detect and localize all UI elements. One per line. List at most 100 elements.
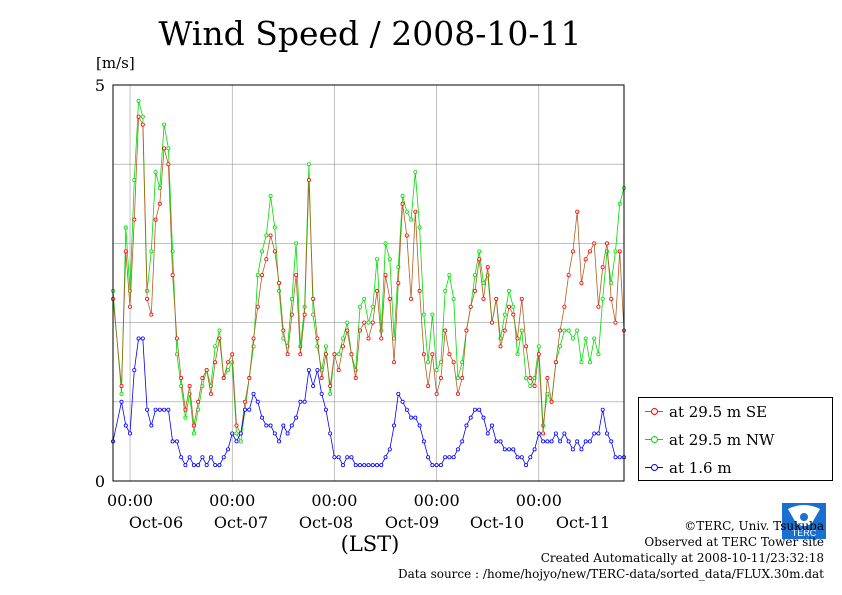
data-point xyxy=(336,368,341,373)
data-point xyxy=(149,312,154,317)
data-point xyxy=(587,249,592,254)
data-point xyxy=(426,383,431,388)
observed-text: Observed at TERC Tower site xyxy=(644,535,824,549)
data-point xyxy=(234,431,239,436)
data-point xyxy=(383,455,388,460)
data-point xyxy=(481,296,486,301)
data-point xyxy=(515,336,520,341)
data-point xyxy=(204,368,209,373)
data-point xyxy=(426,360,431,365)
data-point xyxy=(357,328,362,333)
data-point xyxy=(528,383,533,388)
data-point xyxy=(545,376,550,381)
data-point xyxy=(617,201,622,206)
data-point xyxy=(191,463,196,468)
data-point xyxy=(225,368,230,373)
data-point xyxy=(187,455,192,460)
data-point xyxy=(477,249,482,254)
data-point xyxy=(272,431,277,436)
data-point xyxy=(272,249,277,254)
data-point xyxy=(251,391,256,396)
legend: at 29.5 m SE at 29.5 m NW at 1.6 m xyxy=(638,397,833,481)
data-point xyxy=(260,415,265,420)
data-point xyxy=(570,249,575,254)
data-point xyxy=(140,114,145,119)
x-tick-time-label: 00:00 xyxy=(414,491,460,510)
data-point xyxy=(119,391,124,396)
data-point xyxy=(149,423,154,428)
data-point xyxy=(170,273,175,278)
data-point xyxy=(536,344,541,349)
data-point xyxy=(558,328,563,333)
data-point xyxy=(323,344,328,349)
data-point xyxy=(311,312,316,317)
data-point xyxy=(502,328,507,333)
data-point xyxy=(481,415,486,420)
data-point xyxy=(596,304,601,309)
data-point xyxy=(243,399,248,404)
legend-item-low: at 1.6 m xyxy=(639,457,832,479)
data-point xyxy=(451,296,456,301)
x-tick-day-label: Oct-07 xyxy=(214,513,268,532)
data-point xyxy=(596,431,601,436)
data-point xyxy=(140,336,145,341)
data-point xyxy=(332,455,337,460)
data-point xyxy=(345,455,350,460)
data-point xyxy=(566,273,571,278)
data-point xyxy=(489,320,494,325)
data-point xyxy=(392,360,397,365)
data-point xyxy=(596,352,601,357)
data-point xyxy=(443,288,448,293)
data-point xyxy=(396,391,401,396)
data-point xyxy=(507,447,512,452)
data-point xyxy=(349,455,354,460)
data-point xyxy=(575,328,580,333)
y-tick-label: 0 xyxy=(95,472,105,491)
x-tick-time-label: 00:00 xyxy=(311,491,357,510)
data-point xyxy=(409,217,414,222)
data-point xyxy=(472,407,477,412)
data-point xyxy=(319,376,324,381)
data-point xyxy=(353,463,358,468)
data-point xyxy=(409,415,414,420)
data-point xyxy=(225,447,230,452)
data-point xyxy=(417,423,422,428)
data-point xyxy=(298,352,303,357)
data-point xyxy=(315,368,320,373)
data-point xyxy=(294,415,299,420)
data-point xyxy=(532,383,537,388)
data-point xyxy=(319,391,324,396)
data-point xyxy=(421,352,426,357)
x-tick-time-label: 00:00 xyxy=(516,491,562,510)
y-axis-unit-label: [m/s] xyxy=(96,54,135,72)
data-point xyxy=(217,463,222,468)
data-point xyxy=(421,439,426,444)
data-point xyxy=(357,304,362,309)
data-point xyxy=(443,328,448,333)
data-point xyxy=(502,312,507,317)
data-point xyxy=(366,336,371,341)
data-point xyxy=(451,360,456,365)
data-point xyxy=(340,344,345,349)
data-point xyxy=(328,383,333,388)
y-tick-label: 5 xyxy=(95,76,105,95)
data-point xyxy=(447,352,452,357)
data-point xyxy=(434,391,439,396)
data-point xyxy=(413,415,418,420)
data-point xyxy=(379,336,384,341)
data-point xyxy=(387,447,392,452)
data-point xyxy=(183,415,188,420)
legend-label-se: at 29.5 m SE xyxy=(669,403,768,421)
data-point xyxy=(221,455,226,460)
data-point xyxy=(489,423,494,428)
data-point xyxy=(119,383,124,388)
data-point xyxy=(302,399,307,404)
data-point xyxy=(613,455,618,460)
data-point xyxy=(132,368,137,373)
data-point xyxy=(592,431,597,436)
data-point xyxy=(447,273,452,278)
data-point xyxy=(221,376,226,381)
data-point xyxy=(553,360,558,365)
data-point xyxy=(298,399,303,404)
